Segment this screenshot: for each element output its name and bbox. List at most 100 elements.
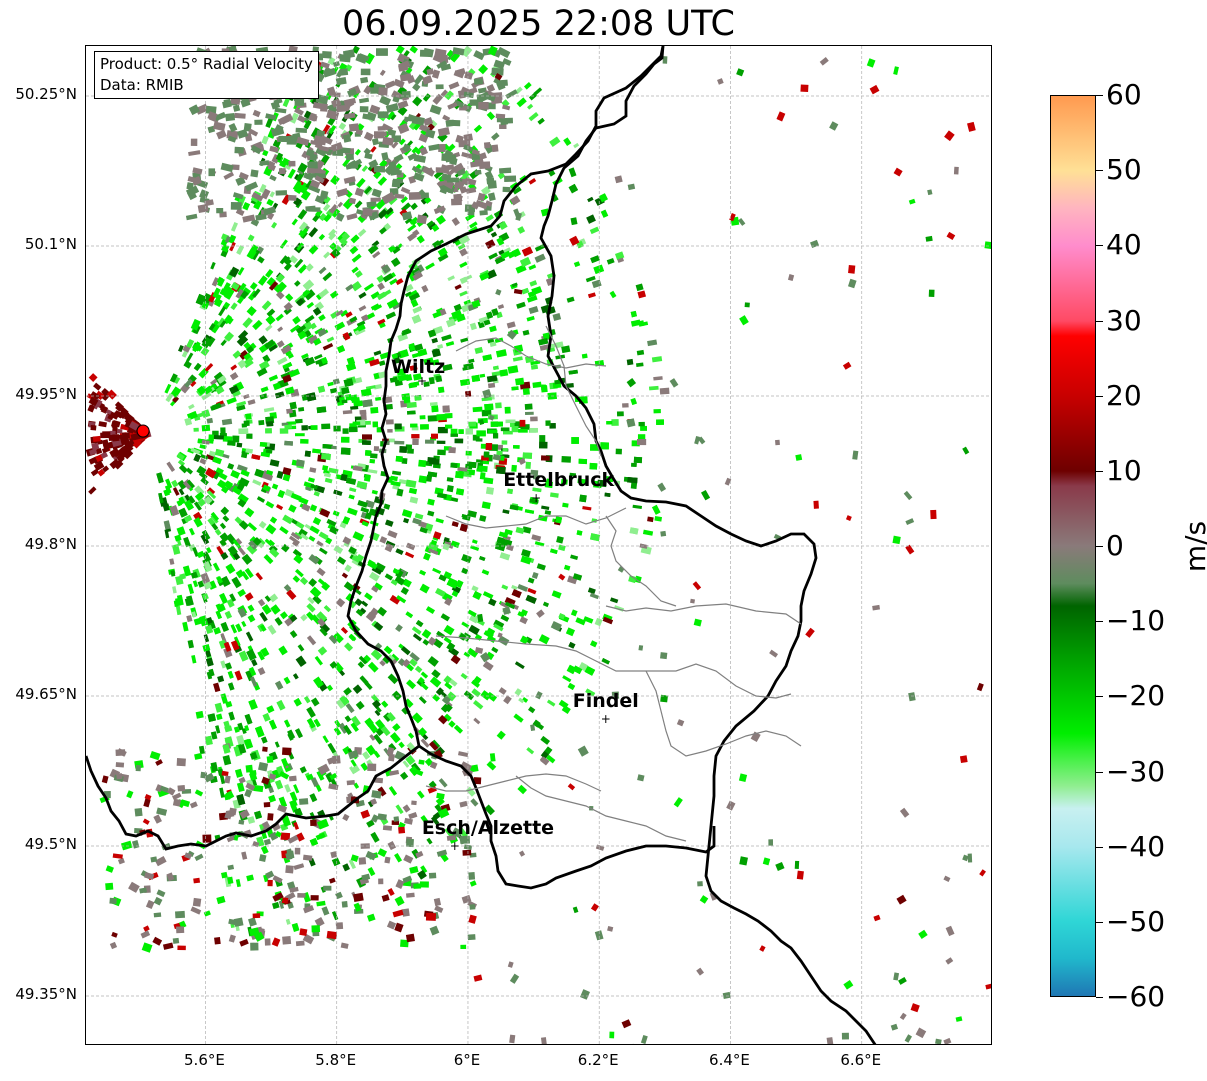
echo-cell bbox=[261, 300, 272, 311]
echo-cell bbox=[244, 567, 254, 579]
echo-cell bbox=[449, 678, 458, 687]
echo-cell bbox=[384, 543, 394, 553]
echo-cell bbox=[445, 341, 455, 347]
echo-cell bbox=[336, 188, 349, 198]
echo-cell bbox=[489, 753, 496, 762]
echo-cell bbox=[348, 123, 360, 132]
echo-cell bbox=[361, 600, 368, 607]
echo-cell bbox=[633, 456, 643, 464]
echo-cell bbox=[194, 752, 203, 760]
echo-cell bbox=[405, 479, 417, 488]
echo-cell bbox=[357, 500, 368, 508]
echo-cell bbox=[308, 578, 318, 587]
echo-cell bbox=[501, 99, 510, 108]
y-tick-label: 49.35°N bbox=[15, 985, 77, 1003]
echo-cell bbox=[235, 879, 241, 888]
echo-cell bbox=[367, 661, 379, 673]
echo-cell bbox=[945, 957, 954, 965]
echo-cell bbox=[465, 428, 473, 435]
echo-cell bbox=[308, 335, 319, 345]
echo-cell bbox=[563, 564, 571, 571]
echo-cell bbox=[448, 81, 460, 90]
echo-cell bbox=[419, 569, 426, 576]
echo-cell bbox=[235, 176, 246, 186]
echo-cell bbox=[520, 555, 532, 565]
echo-cell bbox=[260, 845, 269, 855]
echo-cell bbox=[530, 724, 536, 731]
echo-cell bbox=[338, 122, 347, 131]
echo-cell bbox=[467, 647, 478, 658]
echo-cell bbox=[609, 1031, 615, 1039]
echo-cell bbox=[536, 609, 545, 618]
echo-cell bbox=[361, 520, 369, 527]
echo-cell bbox=[890, 1023, 899, 1031]
echo-cell bbox=[428, 376, 435, 385]
echo-cell bbox=[245, 782, 256, 791]
echo-cell bbox=[479, 161, 491, 170]
echo-cell bbox=[446, 578, 459, 589]
echo-cell bbox=[394, 423, 402, 430]
echo-cell bbox=[364, 450, 371, 457]
echo-cell bbox=[192, 580, 199, 588]
echo-cell bbox=[517, 583, 529, 592]
echo-cell bbox=[304, 141, 312, 149]
echo-cell bbox=[171, 479, 179, 488]
echo-cell bbox=[113, 459, 124, 470]
echo-cell bbox=[293, 197, 302, 207]
echo-cell bbox=[395, 804, 404, 815]
echo-cell bbox=[190, 571, 198, 579]
echo-cell bbox=[611, 691, 620, 699]
echo-cell bbox=[331, 445, 337, 450]
echo-cell bbox=[495, 113, 506, 119]
echo-cell bbox=[546, 478, 552, 482]
echo-cell bbox=[421, 629, 432, 639]
echo-cell bbox=[470, 160, 481, 168]
echo-cell bbox=[287, 881, 296, 890]
echo-cell bbox=[217, 675, 225, 683]
echo-cell bbox=[461, 513, 469, 519]
echo-cell bbox=[235, 289, 244, 299]
echo-cell bbox=[194, 501, 202, 511]
echo-cell bbox=[262, 484, 271, 492]
echo-cell bbox=[212, 430, 219, 438]
colorbar-tick-label: 60 bbox=[1106, 78, 1142, 111]
echo-cell bbox=[474, 646, 484, 654]
echo-cell bbox=[432, 567, 442, 575]
echo-cell bbox=[502, 606, 511, 615]
echo-cell bbox=[935, 1038, 942, 1044]
echo-cell bbox=[166, 872, 175, 882]
echo-cell bbox=[190, 447, 201, 455]
echo-cell bbox=[500, 601, 509, 609]
echo-cell bbox=[293, 863, 305, 871]
echo-cell bbox=[105, 882, 114, 891]
echo-cell bbox=[216, 276, 224, 284]
echo-cell bbox=[638, 645, 644, 651]
echo-cell bbox=[253, 784, 264, 793]
echo-cell bbox=[522, 526, 532, 534]
echo-cell bbox=[217, 375, 227, 384]
echo-cell bbox=[323, 885, 332, 891]
echo-cell bbox=[393, 816, 400, 822]
echo-cell bbox=[446, 477, 454, 483]
echo-cell bbox=[396, 368, 406, 377]
echo-cell bbox=[175, 910, 186, 919]
echo-cell bbox=[475, 438, 483, 442]
echo-cell bbox=[435, 587, 446, 598]
echo-cell bbox=[295, 655, 307, 668]
echo-cell bbox=[368, 571, 380, 582]
map-panel[interactable]: + + + + bbox=[85, 45, 992, 1045]
echo-cell bbox=[414, 665, 423, 673]
echo-cell bbox=[497, 304, 505, 310]
radar-map[interactable]: ++++ bbox=[86, 46, 992, 1045]
echo-cell bbox=[309, 322, 317, 330]
echo-cell bbox=[482, 389, 492, 399]
echo-cell bbox=[692, 581, 702, 591]
echo-cell bbox=[411, 626, 422, 635]
echo-cell bbox=[295, 569, 304, 578]
echo-cell bbox=[550, 548, 558, 555]
echo-cell bbox=[327, 381, 334, 387]
echo-cell bbox=[448, 447, 456, 454]
echo-cell bbox=[431, 739, 441, 749]
colorbar-tick-mark bbox=[1096, 170, 1103, 172]
echo-cell bbox=[188, 150, 201, 157]
